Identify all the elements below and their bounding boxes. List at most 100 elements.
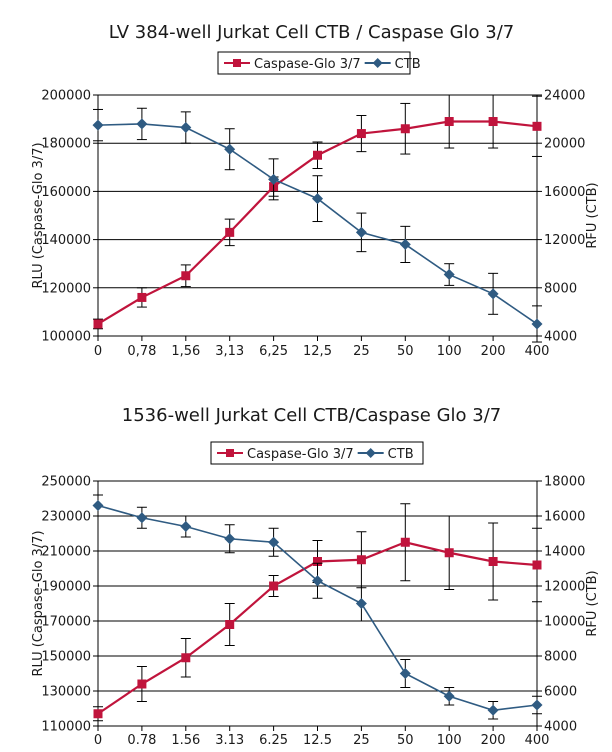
- y2-tick-label: 4000: [544, 330, 577, 345]
- y-axis-title: RLU (Caspase-Glo 3/7): [31, 530, 46, 676]
- y-tick-label: 180000: [41, 137, 91, 152]
- data-point-square: [313, 557, 322, 566]
- series-diamond: [92, 107, 543, 343]
- data-point-diamond: [224, 533, 236, 545]
- data-point-diamond: [487, 288, 499, 300]
- data-point-square: [225, 227, 235, 237]
- y-tick-label: 100000: [41, 330, 91, 345]
- x-tick-label: 100: [437, 344, 462, 359]
- data-point-diamond: [180, 521, 192, 532]
- x-tick-label: 25: [353, 344, 370, 359]
- data-point-diamond: [224, 143, 236, 155]
- data-point-square: [400, 537, 410, 547]
- data-point-square: [488, 117, 498, 127]
- legend-marker-square: [233, 59, 241, 67]
- data-point-diamond: [92, 119, 104, 131]
- x-tick-label: 400: [525, 733, 550, 747]
- y2-tick-label: 12000: [544, 580, 585, 595]
- data-point-diamond: [399, 238, 411, 250]
- y2-tick-label: 16000: [544, 510, 585, 525]
- data-point-diamond: [531, 699, 543, 711]
- y2-tick-label: 8000: [544, 650, 577, 665]
- x-tick-label: 0.78: [127, 733, 156, 747]
- y2-tick-label: 4000: [544, 720, 577, 735]
- x-tick-label: 3,13: [215, 344, 244, 359]
- data-point-square: [225, 620, 235, 629]
- chart-title: LV 384-well Jurkat Cell CTB / Caspase Gl…: [109, 22, 515, 43]
- y2-tick-label: 14000: [544, 545, 585, 560]
- data-point-diamond: [443, 690, 455, 702]
- data-point-diamond: [531, 318, 543, 330]
- data-point-square: [137, 679, 147, 689]
- data-point-square: [137, 292, 147, 302]
- x-tick-label: 50: [397, 733, 414, 747]
- data-point-diamond: [180, 122, 192, 134]
- y-tick-label: 200000: [41, 89, 91, 104]
- y-tick-label: 230000: [41, 510, 91, 525]
- series-diamond: [92, 494, 543, 720]
- data-point-diamond: [92, 500, 104, 511]
- x-tick-label: 100: [437, 733, 462, 747]
- y-tick-label: 150000: [41, 650, 91, 665]
- x-tick-label: 200: [481, 733, 506, 747]
- x-tick-label: 3.13: [215, 733, 244, 747]
- y-tick-label: 110000: [41, 720, 91, 735]
- x-tick-label: 6,25: [259, 344, 288, 359]
- y2-axis-title: RFU (CTB): [585, 570, 600, 636]
- y2-tick-label: 24000: [544, 89, 585, 104]
- y-tick-label: 160000: [41, 185, 91, 200]
- data-point-square: [93, 319, 103, 329]
- legend-label: Caspase-Glo 3/7: [247, 447, 354, 462]
- data-point-square: [181, 271, 191, 281]
- y-tick-label: 140000: [41, 233, 91, 248]
- y2-tick-label: 10000: [544, 615, 585, 630]
- legend-label: CTB: [395, 57, 421, 72]
- data-point-square: [313, 150, 322, 160]
- data-point-diamond: [399, 668, 411, 679]
- chart-title: 1536-well Jurkat Cell CTB/Caspase Glo 3/…: [122, 405, 501, 426]
- y2-tick-label: 18000: [544, 475, 585, 490]
- x-tick-label: 50: [397, 344, 414, 359]
- data-point-square: [400, 124, 410, 134]
- legend-box: [217, 51, 411, 75]
- x-tick-label: 0: [94, 344, 102, 359]
- data-point-diamond: [312, 575, 323, 587]
- y-tick-label: 170000: [41, 615, 91, 630]
- x-tick-label: 200: [481, 344, 506, 359]
- y2-axis-title: RFU (CTB): [585, 182, 600, 248]
- y-tick-label: 120000: [41, 281, 91, 296]
- x-tick-label: 25: [353, 733, 370, 747]
- data-point-square: [269, 581, 279, 591]
- data-point-diamond: [312, 193, 323, 205]
- data-point-square: [532, 121, 542, 131]
- x-tick-label: 0: [94, 733, 102, 747]
- y-tick-label: 210000: [41, 545, 91, 560]
- data-point-diamond: [136, 118, 148, 130]
- data-point-square: [532, 560, 542, 570]
- data-point-square: [444, 548, 454, 558]
- x-tick-label: 1.56: [171, 733, 200, 747]
- legend-label: CTB: [388, 447, 414, 462]
- data-point-diamond: [268, 173, 280, 185]
- chart-1: LV 384-well Jurkat Cell CTB / Caspase Gl…: [31, 22, 600, 359]
- x-tick-label: 12.5: [303, 733, 332, 747]
- x-tick-label: 1,56: [171, 344, 200, 359]
- data-point-square: [488, 557, 498, 566]
- y2-tick-label: 16000: [544, 185, 585, 200]
- y2-tick-label: 12000: [544, 233, 585, 248]
- data-point-square: [93, 709, 103, 719]
- series-line: [97, 504, 538, 712]
- y2-tick-label: 6000: [544, 685, 577, 700]
- y2-tick-label: 20000: [544, 137, 585, 152]
- x-tick-label: 0,78: [127, 344, 156, 359]
- data-point-diamond: [268, 536, 280, 548]
- y2-tick-label: 8000: [544, 281, 577, 296]
- data-point-diamond: [355, 598, 367, 609]
- y-tick-label: 190000: [41, 580, 91, 595]
- data-point-square: [181, 653, 191, 663]
- x-tick-label: 400: [525, 344, 550, 359]
- chart-2: 1536-well Jurkat Cell CTB/Caspase Glo 3/…: [31, 405, 600, 748]
- y-axis-title: RLU (Caspase-Glo 3/7): [31, 142, 46, 288]
